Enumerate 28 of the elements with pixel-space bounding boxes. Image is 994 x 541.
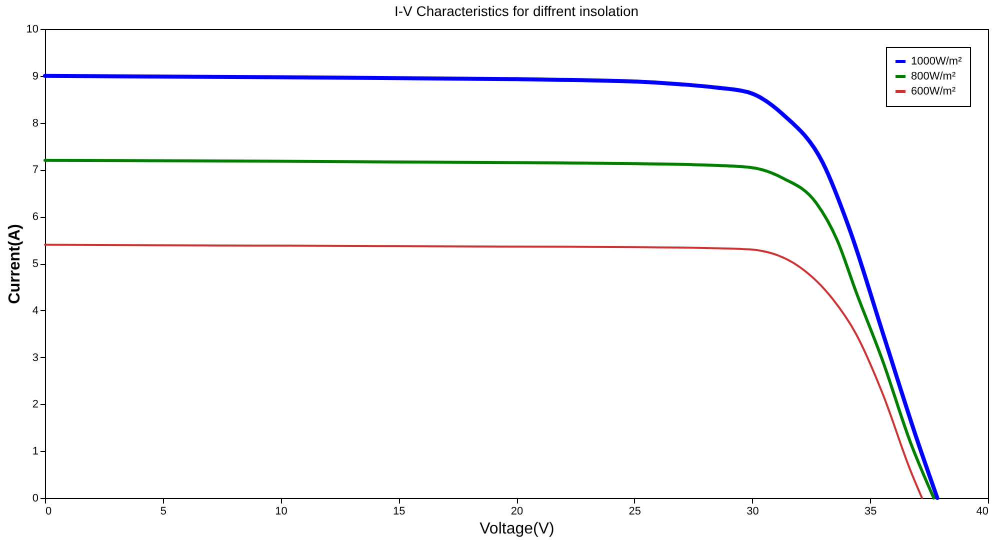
y-tick-label: 1 <box>32 446 38 458</box>
line-series <box>44 158 936 500</box>
legend-label: 1000W/m² <box>911 56 962 68</box>
y-tick-label: 9 <box>32 70 38 82</box>
legend-label: 600W/m² <box>911 86 956 98</box>
y-tick-label: 0 <box>32 492 38 504</box>
legend-label: 800W/m² <box>911 70 956 82</box>
x-tick-label: 35 <box>864 506 877 518</box>
y-tick-label: 10 <box>26 24 38 36</box>
x-tick-label: 15 <box>393 506 406 518</box>
y-tick-label: 5 <box>32 258 38 270</box>
x-tick-label: 10 <box>275 506 288 518</box>
y-tick-label: 2 <box>32 398 38 411</box>
y-tick-label: 4 <box>32 304 38 317</box>
chart-title: I-V Characteristics for diffrent insolation <box>394 3 639 19</box>
x-tick-label: 0 <box>46 506 52 518</box>
x-axis-title: Voltage(V) <box>480 520 554 538</box>
y-axis-title: Current(A) <box>6 224 24 304</box>
x-tick-label: 30 <box>746 506 759 518</box>
x-tick-label: 25 <box>628 506 641 518</box>
y-tick-label: 8 <box>32 117 38 130</box>
y-tick-label: 3 <box>32 352 38 364</box>
x-tick-label: 5 <box>160 506 166 518</box>
line-series <box>44 244 923 499</box>
y-tick-label: 7 <box>32 164 38 176</box>
y-tick-label: 6 <box>32 211 38 224</box>
x-tick-label: 40 <box>976 506 988 518</box>
x-tick-label: 20 <box>510 506 524 518</box>
